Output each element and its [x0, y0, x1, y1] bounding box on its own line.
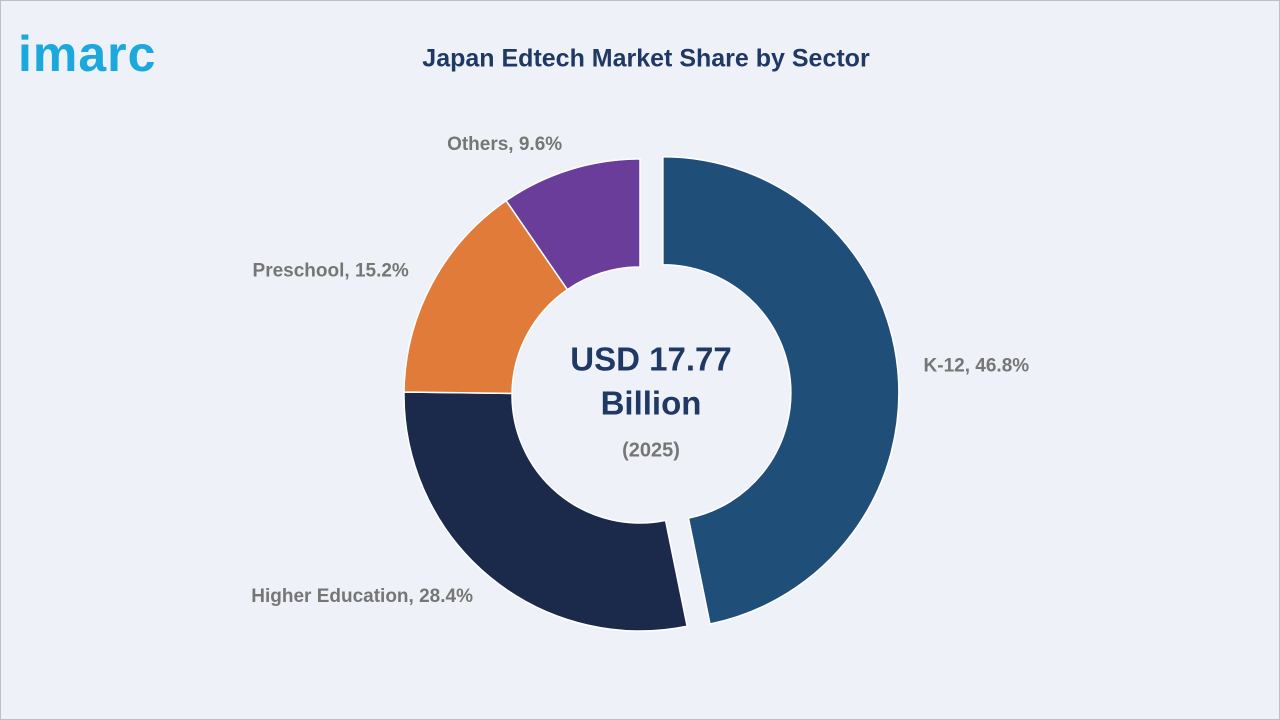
- center-text: USD 17.77: [570, 341, 731, 378]
- chart-title: Japan Edtech Market Share by Sector: [422, 45, 870, 73]
- logo: imarc: [18, 26, 156, 82]
- data-label: Others, 9.6%: [447, 134, 562, 155]
- center-text: Billion: [601, 385, 702, 422]
- slice: [662, 155, 900, 625]
- center-subtext: (2025): [622, 439, 680, 461]
- slices: [403, 155, 900, 632]
- slice: [403, 199, 569, 395]
- slice: [505, 158, 641, 291]
- slice: [403, 391, 689, 632]
- data-label: K-12, 46.8%: [924, 355, 1030, 376]
- data-label: Higher Education, 28.4%: [251, 586, 473, 607]
- data-label: Preschool, 15.2%: [253, 261, 409, 282]
